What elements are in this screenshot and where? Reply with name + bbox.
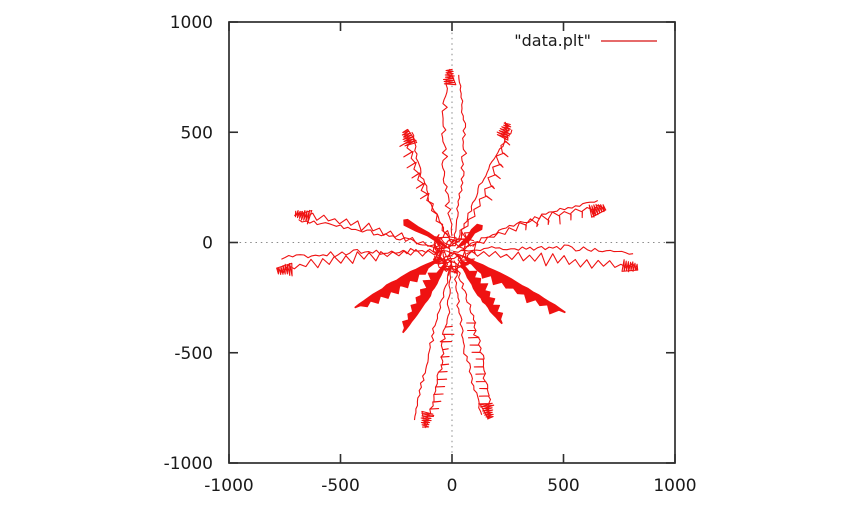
series-line-segment <box>281 247 446 260</box>
x-tick-label: 1000 <box>653 476 696 496</box>
y-tick-label: -1000 <box>164 454 213 474</box>
series-line-segment <box>298 219 442 250</box>
y-tick-label: 0 <box>202 234 213 254</box>
series-solid-stroke <box>354 257 443 309</box>
data-series <box>276 68 639 429</box>
series-line-segment <box>399 128 449 235</box>
series-solid-stroke <box>402 262 447 334</box>
y-tick-label: 1000 <box>170 13 213 33</box>
series-solid-stroke <box>456 253 489 276</box>
series-line-segment <box>460 121 512 236</box>
series-line-segment <box>276 248 440 277</box>
series-line-segment <box>411 131 451 242</box>
series-line-segment <box>420 266 455 429</box>
series-line-segment <box>432 230 477 276</box>
series-solid-stroke <box>456 223 483 249</box>
x-tick-label: 0 <box>447 476 458 496</box>
series-line-segment <box>294 209 435 247</box>
series-solid-stroke <box>459 261 504 325</box>
series-solid-stroke <box>403 218 450 250</box>
x-tick-label: 500 <box>547 476 579 496</box>
legend: "data.plt" <box>514 31 657 50</box>
series-line-segment <box>472 203 607 248</box>
y-tick-label: 500 <box>181 123 213 143</box>
series-line-segment <box>441 68 457 236</box>
series-line-segment <box>451 74 468 243</box>
series-solid-stroke <box>464 256 566 315</box>
y-tick-label: -500 <box>174 344 213 364</box>
axis-tick-labels: -1000 -500 0 500 1000 -1000 -500 0 500 1000 <box>164 13 697 496</box>
series-line-segment <box>453 260 483 415</box>
series-line-segment <box>464 200 599 248</box>
series-line-segment <box>461 244 634 255</box>
series-line-segment <box>466 250 639 273</box>
x-tick-label: -500 <box>321 476 360 496</box>
series-line-segment <box>413 260 453 421</box>
series-line-segment <box>458 129 513 243</box>
series-line-segment <box>456 266 495 420</box>
legend-label: "data.plt" <box>514 31 591 50</box>
axis-ticks <box>228 21 676 464</box>
x-tick-label: -1000 <box>204 476 253 496</box>
